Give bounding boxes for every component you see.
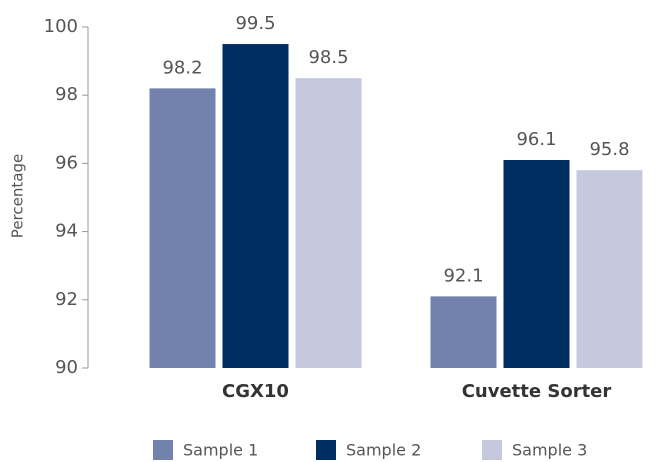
data-label: 92.1 xyxy=(443,265,483,286)
y-axis-label: Percentage xyxy=(9,154,27,238)
data-label: 96.1 xyxy=(516,129,556,150)
bar xyxy=(295,78,362,369)
legend-label: Sample 1 xyxy=(183,441,258,460)
bar xyxy=(576,170,643,368)
x-tick-label: Cuvette Sorter xyxy=(462,381,612,402)
legend-swatch xyxy=(316,440,336,460)
y-tick-label: 96 xyxy=(55,152,78,173)
data-label: 98.2 xyxy=(162,57,202,78)
data-label: 99.5 xyxy=(235,13,275,34)
y-tick-label: 98 xyxy=(55,84,78,105)
legend-label: Sample 2 xyxy=(346,441,421,460)
bar xyxy=(149,88,216,368)
bar xyxy=(222,44,289,369)
y-tick-label: 90 xyxy=(55,357,78,378)
y-tick-label: 100 xyxy=(44,16,78,37)
legend-swatch xyxy=(153,440,173,460)
bar xyxy=(503,159,570,368)
y-tick-label: 92 xyxy=(55,289,78,310)
x-tick-label: CGX10 xyxy=(222,381,289,402)
y-tick-label: 94 xyxy=(55,221,78,242)
data-label: 98.5 xyxy=(308,47,348,68)
data-label: 95.8 xyxy=(589,139,629,160)
legend-swatch xyxy=(482,440,502,460)
legend-label: Sample 3 xyxy=(512,441,587,460)
bar xyxy=(430,296,497,368)
